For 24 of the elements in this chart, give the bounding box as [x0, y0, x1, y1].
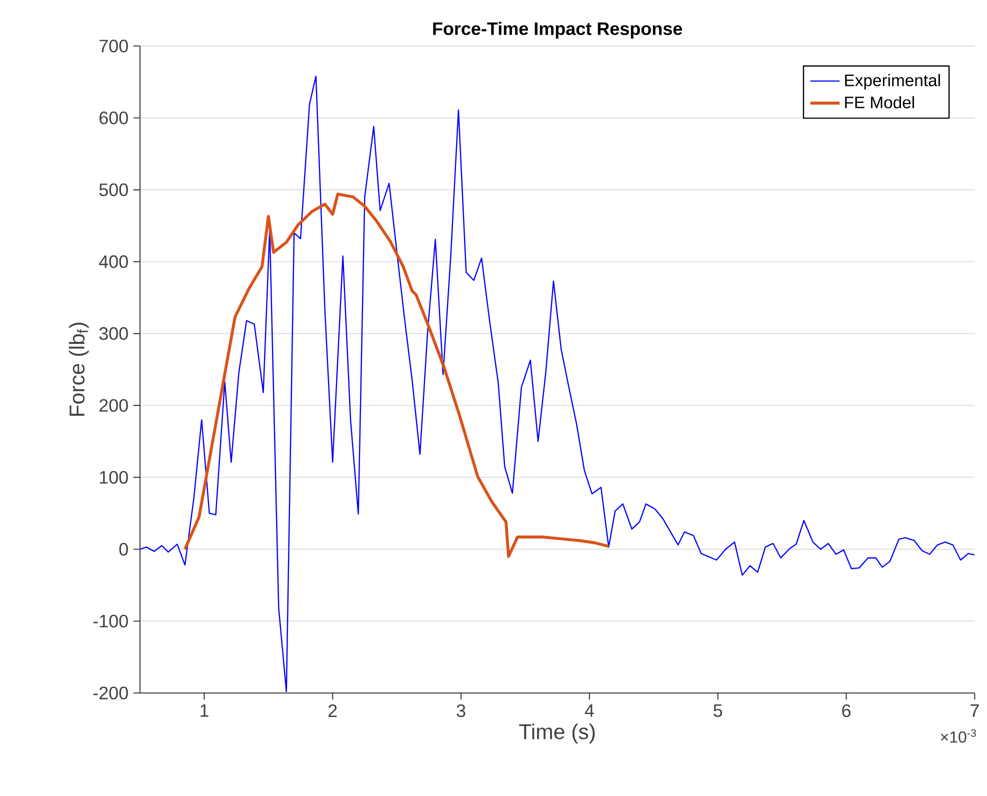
x-tick-label: 7	[970, 704, 979, 717]
y-tick-label: 400	[99, 255, 128, 268]
y-tick-label: 0	[119, 542, 128, 556]
x-tick-label: 6	[842, 704, 850, 718]
x-axis-title: Time (s)	[519, 724, 595, 744]
y-tick-label: 600	[100, 112, 128, 124]
y-tick-label: 100	[100, 470, 128, 484]
x-tick-label: 4	[584, 704, 594, 717]
text: ×10$^{-3}$	[940, 729, 976, 743]
y-tick-label: 700	[100, 40, 128, 52]
x-tick-label: 5	[714, 704, 722, 717]
chart-title: Force-Time Impact Response	[433, 22, 682, 39]
y-tick-label: 500	[99, 183, 128, 196]
x-tick-label: 1	[200, 704, 208, 717]
y-tick-label: -100	[93, 614, 128, 628]
legend-label: FE Model	[845, 96, 914, 108]
y-axis-title: Force (lb$_{f}$)	[68, 322, 89, 416]
y-tick-label: 300	[99, 327, 128, 340]
y-tick-label: 200	[99, 399, 128, 412]
x-tick-label: 3	[456, 704, 466, 718]
line-series	[183, 192, 610, 558]
y-tick-label: -200	[93, 686, 128, 700]
legend-label: Experimental	[845, 74, 940, 90]
x-tick-label: 2	[328, 704, 337, 717]
